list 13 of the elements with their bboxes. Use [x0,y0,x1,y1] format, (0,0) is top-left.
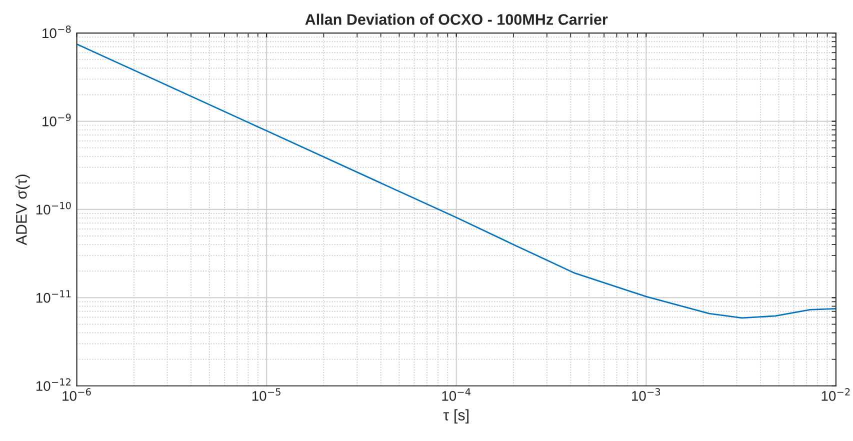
chart-title: Allan Deviation of OCXO - 100MHz Carrier [305,14,608,25]
x-tick-label: 10$^{−3}$ [632,388,660,401]
y-tick-label: 10$^{−12}$ [36,378,71,391]
x-tick-label: 10$^{−6}$ [62,388,91,401]
y-tick-label: 10$^{−9}$ [42,114,71,126]
x-tick-label: 10$^{−2}$ [822,388,850,401]
y-tick-label: 10$^{−10}$ [36,202,71,215]
x-tick-label: 10$^{−5}$ [252,388,280,401]
x-tick-label: 10$^{−4}$ [442,388,471,401]
y-tick-label: 10$^{−11}$ [36,290,71,303]
x-axis-title: τ [s] [443,409,468,424]
y-tick-label: 10$^{−8}$ [42,25,71,38]
y-axis-title: ADEV σ(τ) [16,174,30,246]
